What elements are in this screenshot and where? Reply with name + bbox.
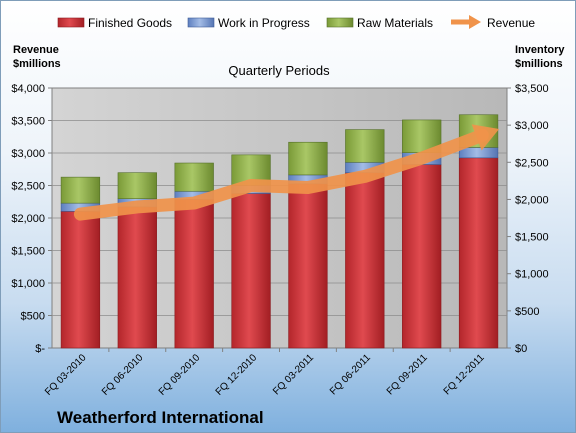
bar-finished-goods: [288, 183, 328, 349]
revenue-line: [73, 124, 500, 221]
right-axis-ticks: $0 $500 $1,000 $1,500 $2,000 $2,500 $3,000 $3,5…: [507, 83, 549, 355]
right-tick-label: $0: [515, 343, 527, 355]
bar-finished-goods: [174, 199, 214, 349]
x-axis-ticks: FQ 03-2010 FQ 06-2010 FQ 09-2010 FQ 12-2010…: [43, 348, 487, 398]
left-tick-label: $2,500: [11, 181, 45, 193]
left-axis-title-line2: $millions: [13, 58, 61, 70]
legend-label-finished-goods: Finished Goods: [88, 16, 172, 30]
x-tick-label: FQ 09-2010: [157, 352, 203, 398]
legend-item-revenue: Revenue: [451, 15, 535, 30]
chart-title: Quarterly Periods: [228, 63, 330, 78]
revenue-arrow-head: [471, 124, 500, 151]
legend-label-revenue: Revenue: [487, 16, 535, 30]
right-tick-label: $2,500: [515, 157, 549, 169]
legend-item-work-in-progress: Work in Progress: [187, 16, 310, 30]
left-tick-label: $3,000: [11, 148, 45, 160]
right-axis-title-line1: Inventory: [515, 44, 565, 56]
legend-swatch-finished-goods: [57, 17, 85, 28]
left-tick-label: $500: [21, 311, 45, 323]
x-tick-label: FQ 03-2011: [271, 352, 316, 397]
right-axis-title-line2: $millions: [515, 58, 563, 70]
bar-finished-goods: [402, 164, 442, 349]
x-tick-label: FQ 03-2010: [43, 352, 89, 398]
legend-label-raw-materials: Raw Materials: [357, 16, 433, 30]
legend-arrow-head: [469, 15, 481, 29]
x-tick-label: FQ 12-2010: [214, 352, 260, 398]
bar-raw-materials: [60, 176, 101, 204]
bar-raw-materials: [174, 162, 214, 192]
left-axis-title-line1: Revenue: [13, 44, 59, 56]
bar-finished-goods: [345, 172, 385, 349]
bar-raw-materials: [117, 172, 157, 199]
left-tick-label: $-: [35, 343, 45, 355]
legend-item-raw-materials: Raw Materials: [326, 16, 433, 30]
left-tick-label: $1,000: [11, 278, 45, 290]
company-name: Weatherford International: [57, 408, 264, 427]
legend: Finished Goods Work in Progress Raw Mate…: [57, 15, 535, 30]
left-tick-label: $2,000: [11, 213, 45, 225]
left-tick-label: $4,000: [11, 83, 45, 95]
bars: [60, 114, 499, 349]
x-tick-label: FQ 06-2011: [328, 352, 373, 397]
right-tick-label: $3,000: [515, 120, 549, 132]
bar-finished-goods: [60, 211, 101, 349]
left-axis-ticks: $- $500 $1,000 $1,500 $2,000 $2,500 $3,000 $3,5…: [11, 83, 52, 355]
legend-label-work-in-progress: Work in Progress: [218, 16, 310, 30]
bar-work-in-progress: [458, 147, 499, 159]
right-tick-label: $2,000: [515, 194, 549, 206]
legend-item-finished-goods: Finished Goods: [57, 16, 172, 30]
left-tick-label: $1,500: [11, 246, 45, 258]
right-tick-label: $500: [515, 306, 539, 318]
left-tick-label: $3,500: [11, 116, 45, 128]
legend-swatch-raw-materials: [326, 17, 354, 28]
x-tick-label: FQ 09-2011: [385, 352, 430, 397]
bar-finished-goods: [458, 157, 499, 349]
right-tick-label: $1,500: [515, 232, 549, 244]
bar-finished-goods: [231, 193, 271, 349]
right-tick-label: $3,500: [515, 83, 549, 95]
right-tick-label: $1,000: [515, 269, 549, 281]
x-tick-label: FQ 06-2010: [100, 352, 146, 398]
legend-swatch-work-in-progress: [187, 17, 215, 28]
bar-raw-materials: [345, 129, 385, 163]
bar-raw-materials: [288, 141, 328, 176]
revenue-line-path: [73, 128, 489, 221]
x-tick-label: FQ 12-2011: [442, 352, 487, 397]
bar-finished-goods: [117, 206, 157, 349]
